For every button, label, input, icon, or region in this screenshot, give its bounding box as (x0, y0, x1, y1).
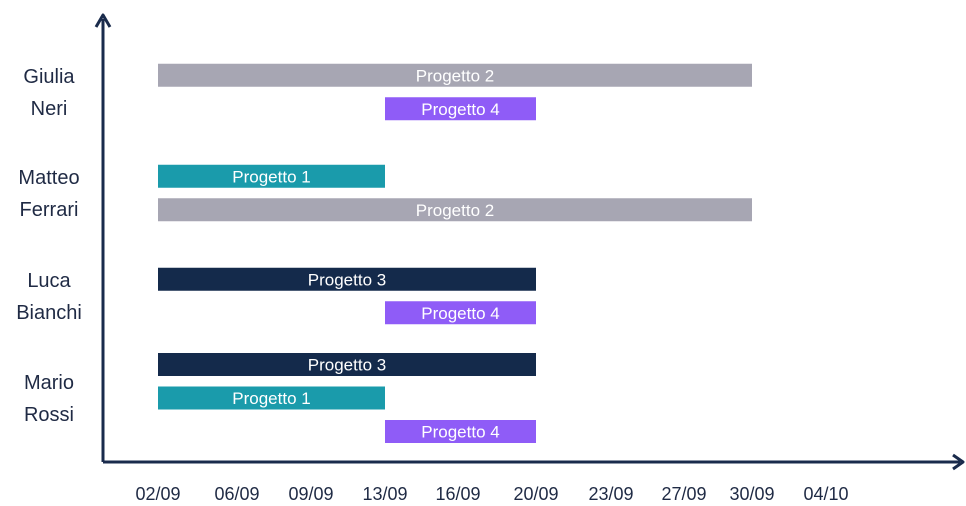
task-bars: Progetto 2 Progetto 4 Progetto 1 Progetto 2… (158, 63, 752, 443)
person-name-line: Mario (24, 372, 74, 394)
task-bar-group: Progetto 4 (385, 97, 536, 121)
task-bar (158, 353, 536, 376)
x-tick-label: 16/09 (435, 484, 480, 504)
x-tick-label: 04/10 (803, 484, 848, 504)
person-labels: Giulia Neri Matteo Ferrari Luca Bianchi Mario R… (16, 66, 82, 426)
task-bar-group: Progetto 1 (158, 386, 385, 410)
x-tick-label: 20/09 (513, 484, 558, 504)
task-bar (385, 301, 536, 325)
task-bar-group: Progetto 1 (158, 164, 385, 188)
person-name-line: Rossi (24, 404, 74, 426)
task-bar (158, 198, 752, 222)
person-name-line: Luca (27, 270, 71, 292)
task-bar-group: Progetto 4 (385, 301, 536, 325)
task-bar-label: Progetto 3 (308, 356, 386, 375)
task-bar-label: Progetto 4 (421, 100, 499, 119)
task-bar-label: Progetto 4 (421, 423, 499, 442)
axes (94, 13, 965, 471)
y-axis-arrow (94, 13, 112, 28)
x-tick-label: 30/09 (729, 484, 774, 504)
x-tick-label: 23/09 (588, 484, 633, 504)
x-tick-label: 06/09 (214, 484, 259, 504)
x-tick-label: 13/09 (362, 484, 407, 504)
x-tick-labels: 02/09 06/09 09/09 13/09 16/09 20/09 23/09 27/09… (135, 484, 848, 504)
person-name-line: Ferrari (20, 199, 79, 221)
person-name-line: Matteo (18, 167, 79, 189)
task-bar-group: Progetto 2 (158, 63, 752, 87)
task-bar-label: Progetto 4 (421, 304, 499, 323)
person-name-line: Giulia (23, 66, 75, 88)
task-bar-label: Progetto 1 (232, 389, 310, 408)
task-bar-label: Progetto 3 (308, 270, 386, 289)
task-bar-label: Progetto 1 (232, 167, 310, 186)
task-bar (158, 267, 536, 291)
task-bar (385, 420, 536, 443)
task-bar-group: Progetto 3 (158, 267, 536, 291)
task-bar-group: Progetto 2 (158, 198, 752, 222)
task-bar (158, 386, 385, 410)
x-tick-label: 27/09 (661, 484, 706, 504)
task-bar-label: Progetto 2 (416, 66, 494, 85)
x-axis-arrow (952, 453, 965, 471)
x-tick-label: 02/09 (135, 484, 180, 504)
person-name-line: Neri (31, 98, 68, 120)
person-name-line: Bianchi (16, 302, 82, 324)
task-bar-group: Progetto 4 (385, 420, 536, 443)
x-tick-label: 09/09 (288, 484, 333, 504)
task-bar-group: Progetto 3 (158, 353, 536, 376)
task-bar (385, 97, 536, 121)
task-bar (158, 164, 385, 188)
task-bar-label: Progetto 2 (416, 201, 494, 220)
task-bar (158, 63, 752, 87)
